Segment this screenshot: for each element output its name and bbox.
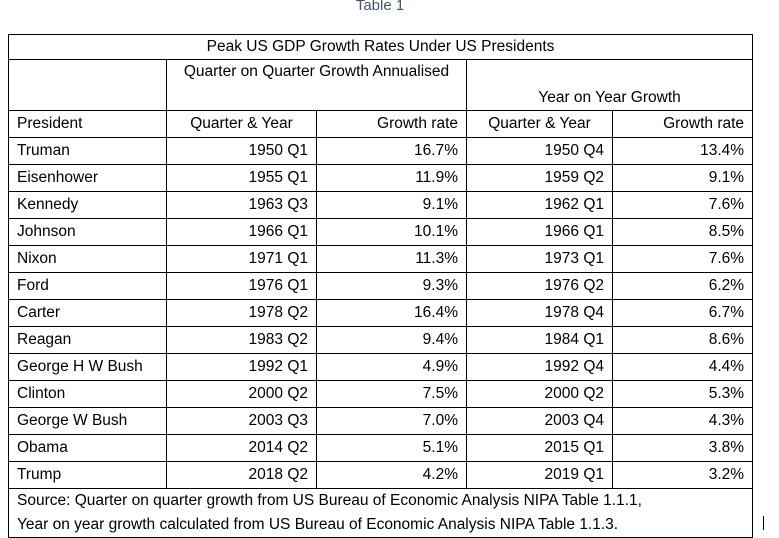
table-row: Ford 1976 Q1 9.3% 1976 Q2 6.2%: [8, 272, 754, 300]
group-header-yoy: Year on Year Growth: [465, 59, 754, 111]
source-line-2: Year on year growth calculated from US B…: [17, 516, 619, 533]
text-cursor: [763, 516, 764, 530]
cell-yoy-quarter: 1950 Q4: [466, 137, 613, 165]
group-header-qoq: Quarter on Quarter Growth Annualised: [166, 59, 467, 111]
header-qoq-quarter: Quarter & Year: [166, 110, 317, 138]
cell-yoy-rate: 5.3%: [611, 380, 754, 408]
title-row: Peak US GDP Growth Rates Under US Presid…: [7, 34, 754, 60]
source-note: Source: Quarter on quarter growth from U…: [7, 488, 754, 538]
header-yoy-quarter: Quarter & Year: [466, 110, 613, 138]
table-row: Clinton 2000 Q2 7.5% 2000 Q2 5.3%: [8, 380, 754, 408]
cell-qoq-rate: 9.3%: [316, 272, 467, 300]
cell-qoq-rate: 9.4%: [316, 326, 467, 354]
cell-yoy-rate: 6.2%: [611, 272, 754, 300]
table-row: Eisenhower 1955 Q1 11.9% 1959 Q2 9.1%: [8, 164, 754, 192]
cell-yoy-quarter: 1978 Q4: [466, 299, 613, 327]
cell-qoq-quarter: 1971 Q1: [166, 245, 317, 273]
cell-president: Kennedy: [8, 191, 167, 219]
cell-qoq-quarter: 2018 Q2: [166, 461, 317, 489]
cell-yoy-quarter: 2000 Q2: [466, 380, 613, 408]
cell-yoy-rate: 3.8%: [611, 434, 754, 462]
cell-yoy-rate: 7.6%: [611, 191, 754, 219]
cell-yoy-quarter: 2003 Q4: [466, 407, 613, 435]
cell-qoq-rate: 5.1%: [316, 434, 467, 462]
cell-president: Obama: [8, 434, 167, 462]
cell-yoy-quarter: 1966 Q1: [466, 218, 613, 246]
cell-qoq-quarter: 1966 Q1: [166, 218, 317, 246]
header-qoq-rate: Growth rate: [316, 110, 467, 138]
cell-yoy-quarter: 1962 Q1: [466, 191, 613, 219]
cell-yoy-quarter: 1992 Q4: [466, 353, 613, 381]
group-header-empty: [8, 59, 167, 111]
cell-president: Johnson: [8, 218, 167, 246]
cell-yoy-quarter: 1976 Q2: [466, 272, 613, 300]
cell-yoy-quarter: 1984 Q1: [466, 326, 613, 354]
source-row: Source: Quarter on quarter growth from U…: [7, 488, 754, 538]
cell-yoy-quarter: 2015 Q1: [466, 434, 613, 462]
cell-president: George H W Bush: [8, 353, 167, 381]
cell-qoq-quarter: 1976 Q1: [166, 272, 317, 300]
cell-qoq-rate: 16.4%: [316, 299, 467, 327]
cell-yoy-rate: 3.2%: [611, 461, 754, 489]
group-header-row: Quarter on Quarter Growth Annualised Yea…: [8, 59, 754, 111]
cell-qoq-quarter: 2000 Q2: [166, 380, 317, 408]
cell-yoy-rate: 4.3%: [611, 407, 754, 435]
cell-qoq-quarter: 1992 Q1: [166, 353, 317, 381]
gdp-growth-table: Peak US GDP Growth Rates Under US Presid…: [7, 34, 754, 538]
cell-qoq-quarter: 2014 Q2: [166, 434, 317, 462]
cell-qoq-rate: 9.1%: [316, 191, 467, 219]
table-title: Peak US GDP Growth Rates Under US Presid…: [7, 34, 754, 60]
header-yoy-rate: Growth rate: [611, 110, 754, 138]
cell-president: Nixon: [8, 245, 167, 273]
source-line-1: Source: Quarter on quarter growth from U…: [17, 492, 642, 509]
cell-qoq-rate: 10.1%: [316, 218, 467, 246]
cell-qoq-quarter: 1978 Q2: [166, 299, 317, 327]
cell-yoy-rate: 13.4%: [611, 137, 754, 165]
table-row: Johnson 1966 Q1 10.1% 1966 Q1 8.5%: [8, 218, 754, 246]
cell-yoy-rate: 8.5%: [611, 218, 754, 246]
table-row: Carter 1978 Q2 16.4% 1978 Q4 6.7%: [8, 299, 754, 327]
cell-qoq-quarter: 1955 Q1: [166, 164, 317, 192]
cell-qoq-rate: 11.9%: [316, 164, 467, 192]
cell-qoq-quarter: 2003 Q3: [166, 407, 317, 435]
cell-president: Truman: [8, 137, 167, 165]
cell-president: Reagan: [8, 326, 167, 354]
cell-qoq-rate: 4.2%: [316, 461, 467, 489]
cell-president: Clinton: [8, 380, 167, 408]
table-row: Nixon 1971 Q1 11.3% 1973 Q1 7.6%: [8, 245, 754, 273]
cell-qoq-quarter: 1983 Q2: [166, 326, 317, 354]
cell-qoq-rate: 7.5%: [316, 380, 467, 408]
table-row: Kennedy 1963 Q3 9.1% 1962 Q1 7.6%: [8, 191, 754, 219]
cell-president: Carter: [8, 299, 167, 327]
cell-president: Ford: [8, 272, 167, 300]
table-row: Trump 2018 Q2 4.2% 2019 Q1 3.2%: [8, 461, 754, 489]
table-row: George W Bush 2003 Q3 7.0% 2003 Q4 4.3%: [8, 407, 754, 435]
table-row: George H W Bush 1992 Q1 4.9% 1992 Q4 4.4%: [8, 353, 754, 381]
table-row: Obama 2014 Q2 5.1% 2015 Q1 3.8%: [8, 434, 754, 462]
cell-qoq-quarter: 1963 Q3: [166, 191, 317, 219]
cell-president: Trump: [8, 461, 167, 489]
cell-yoy-quarter: 1959 Q2: [466, 164, 613, 192]
cell-qoq-rate: 11.3%: [316, 245, 467, 273]
cell-qoq-rate: 4.9%: [316, 353, 467, 381]
column-header-row: President Quarter & Year Growth rate Qua…: [8, 110, 754, 138]
header-president: President: [8, 110, 167, 138]
cell-yoy-rate: 6.7%: [611, 299, 754, 327]
cell-president: Eisenhower: [8, 164, 167, 192]
cell-qoq-quarter: 1950 Q1: [166, 137, 317, 165]
table-body: Peak US GDP Growth Rates Under US Presid…: [7, 34, 754, 538]
cell-yoy-rate: 9.1%: [611, 164, 754, 192]
cell-president: George W Bush: [8, 407, 167, 435]
table-caption: Table 1: [355, 0, 405, 14]
cell-yoy-rate: 7.6%: [611, 245, 754, 273]
cell-yoy-quarter: 1973 Q1: [466, 245, 613, 273]
table-row: Reagan 1983 Q2 9.4% 1984 Q1 8.6%: [8, 326, 754, 354]
cell-yoy-rate: 4.4%: [611, 353, 754, 381]
cell-yoy-quarter: 2019 Q1: [466, 461, 613, 489]
cell-qoq-rate: 7.0%: [316, 407, 467, 435]
table-row: Truman 1950 Q1 16.7% 1950 Q4 13.4%: [8, 137, 754, 165]
cell-qoq-rate: 16.7%: [316, 137, 467, 165]
cell-yoy-rate: 8.6%: [611, 326, 754, 354]
